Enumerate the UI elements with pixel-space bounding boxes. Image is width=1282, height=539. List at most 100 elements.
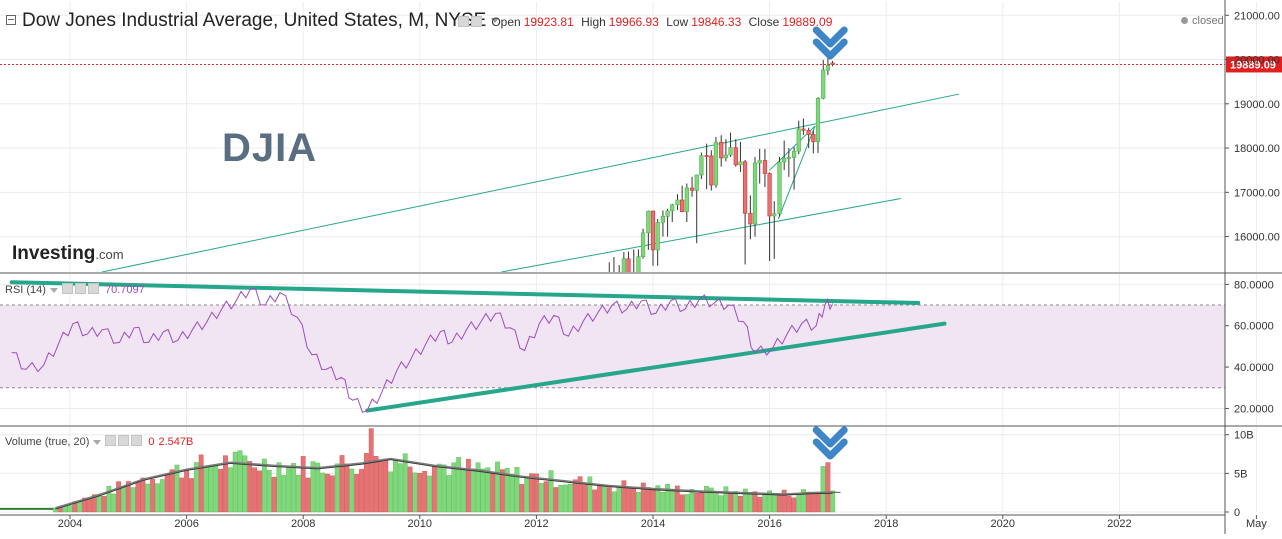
vol-bar-132 — [694, 492, 700, 513]
chevron-down-icon[interactable] — [491, 18, 500, 24]
candle-body-44 — [821, 69, 826, 99]
logo-brand: Investing — [12, 243, 96, 264]
vol-bar-147 — [767, 490, 773, 513]
candle-body-9 — [650, 210, 656, 251]
vol-bar-158 — [820, 466, 826, 513]
rsi-trendline-0 — [9, 280, 921, 305]
vol-bar-108 — [577, 476, 583, 513]
vol-bar-119 — [631, 488, 636, 513]
vol-bar-138 — [723, 486, 729, 513]
volume-chevron-down-icon[interactable] — [93, 439, 102, 445]
candle-body-45 — [825, 65, 830, 71]
close-value: 19889.09 — [782, 15, 833, 29]
volume-legend: Volume (true, 20) 0 2.547B — [5, 435, 193, 448]
price-tick-label-3: 19000.00 — [1234, 99, 1280, 111]
candle-body-15 — [680, 199, 685, 212]
vol-bar-86 — [470, 468, 476, 513]
symbol-title[interactable]: Dow Jones Industrial Average, United Sta… — [22, 10, 500, 32]
vol-bar-102 — [548, 470, 554, 513]
vol-bar-140 — [733, 491, 738, 513]
price-tick-label-0: 16000.00 — [1234, 232, 1280, 244]
vol-bar-150 — [781, 489, 787, 513]
vol-bar-144 — [752, 491, 758, 513]
candle-body-35 — [777, 161, 782, 215]
vol-bar-40 — [247, 461, 253, 513]
vol-bar-105 — [563, 484, 568, 513]
candle-body-37 — [786, 157, 791, 159]
candle-body-27 — [738, 161, 743, 166]
vol-ma-line — [55, 457, 833, 510]
vol-bar-46 — [276, 462, 282, 513]
rsi-settings-icon[interactable] — [74, 283, 86, 294]
price-trendline-0 — [101, 93, 960, 272]
volume-eye-icon[interactable] — [105, 435, 117, 446]
vol-tick-label-0: 0 — [1234, 507, 1240, 519]
vol-bar-15 — [125, 481, 131, 513]
vol-bar-115 — [611, 491, 617, 513]
investing-logo: Investing.com — [12, 243, 124, 265]
x-tick-label-6: 2016 — [757, 518, 781, 530]
candle-body-0 — [607, 288, 611, 289]
candle-body-4 — [626, 258, 631, 272]
vol-bar-122 — [645, 487, 651, 513]
vol-bar-60 — [344, 463, 350, 513]
market-status-text: closed — [1192, 15, 1224, 27]
volume-settings-icon[interactable] — [118, 435, 130, 446]
vol-bar-127 — [670, 490, 675, 513]
volume-close-icon[interactable] — [131, 435, 143, 446]
vol-bar-110 — [587, 476, 593, 513]
vol-bar-97 — [524, 476, 530, 513]
vol-bar-78 — [431, 465, 437, 513]
vol-bar-24 — [169, 469, 175, 513]
vol-tick-label-2: 10B — [1234, 430, 1254, 442]
vol-bar-35 — [223, 455, 228, 513]
x-tick-label-4: 2012 — [524, 518, 548, 530]
vol-bar-111 — [592, 489, 598, 513]
price-tick-label-2: 18000.00 — [1234, 143, 1280, 155]
rsi-close-icon[interactable] — [87, 283, 99, 294]
vol-bar-133 — [699, 492, 704, 513]
rsi-eye-icon[interactable] — [61, 283, 73, 294]
candle-body-19 — [699, 155, 704, 176]
vol-bar-101 — [543, 481, 549, 513]
vol-bar-84 — [461, 468, 466, 513]
vol-bar-99 — [534, 473, 539, 513]
vol-bar-41 — [252, 467, 258, 513]
vol-bar-152 — [791, 497, 797, 513]
vol-ma-line-dark — [55, 459, 833, 510]
vol-bar-157 — [815, 492, 821, 513]
x-tick-label-5: 2014 — [641, 518, 665, 530]
rsi-legend: RSI (14) 70.7097 — [5, 283, 145, 296]
volume-legend-zero: 0 — [148, 436, 155, 448]
candle-body-26 — [733, 147, 738, 166]
collapse-icon[interactable] — [6, 15, 16, 25]
high-label: High — [581, 15, 606, 29]
volume-legend-label[interactable]: Volume (true, 20) — [5, 436, 90, 448]
candle-body-22 — [713, 141, 719, 186]
vol-bar-81 — [446, 475, 452, 513]
vol-bar-56 — [325, 473, 330, 513]
price-arrow-down-icon-chevron-top — [812, 26, 848, 48]
settings-icon[interactable] — [458, 16, 469, 27]
candle-body-3 — [621, 258, 626, 272]
vol-bar-79 — [436, 463, 442, 513]
vol-bar-28 — [189, 478, 194, 513]
vol-bar-149 — [776, 493, 782, 513]
gear-icon[interactable] — [471, 16, 482, 27]
vol-bar-90 — [490, 472, 496, 513]
rsi-tick-label-1: 40.0000 — [1234, 362, 1274, 374]
candle-body-7 — [640, 232, 646, 258]
vol-bar-37 — [232, 451, 238, 513]
candle-body-43 — [815, 98, 821, 143]
vol-bar-151 — [786, 495, 792, 513]
candle-body-28 — [743, 161, 748, 214]
vol-bar-50 — [295, 474, 301, 513]
vol-bar-17 — [135, 481, 141, 513]
rsi-chevron-down-icon[interactable] — [49, 287, 58, 293]
market-status: closed — [1181, 15, 1224, 27]
vol-bar-153 — [796, 494, 802, 513]
price-tick-label-5: 21000.00 — [1234, 10, 1280, 22]
vol-bar-104 — [558, 485, 564, 513]
rsi-legend-label[interactable]: RSI (14) — [5, 284, 46, 296]
